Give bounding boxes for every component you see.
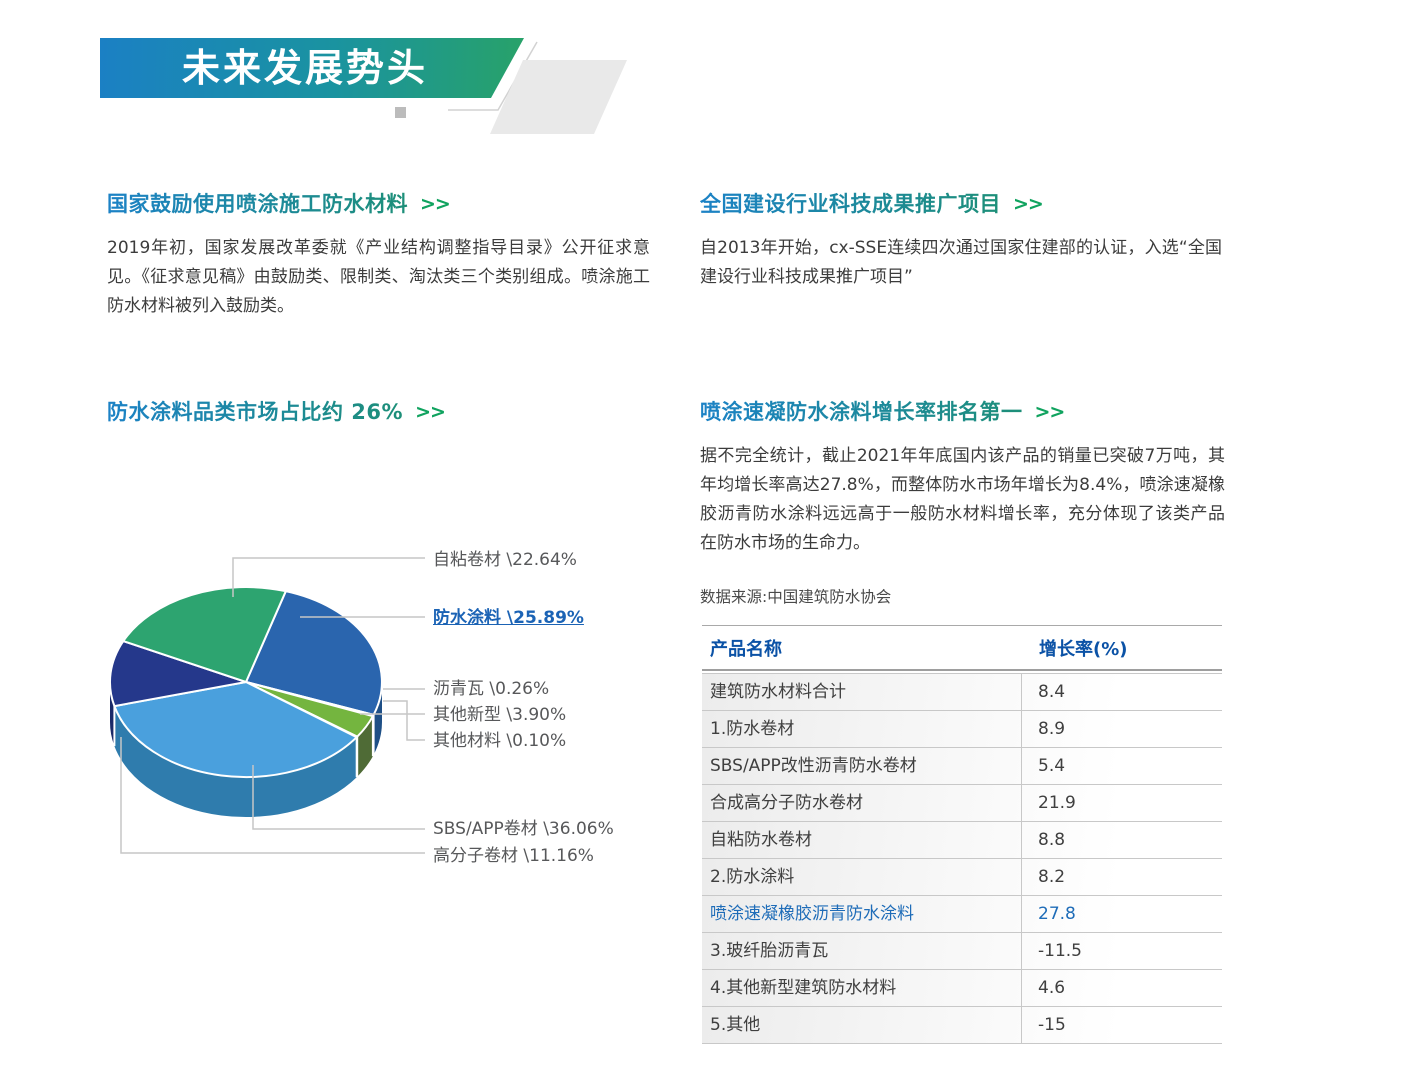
- section-growth-rank: 喷涂速凝防水涂料增长率排名第一 >> 据不完全统计，截止2021年年底国内该产品的…: [700, 396, 1225, 558]
- section-growth-rank-body: 据不完全统计，截止2021年年底国内该产品的销量已突破7万吨，其年均增长率高达2…: [700, 446, 1225, 553]
- growth-value-cell: -15: [1038, 1015, 1066, 1035]
- growth-value-cell: 4.6: [1038, 978, 1066, 998]
- pie-label: 高分子卷材 \11.16%: [433, 846, 594, 866]
- table-row: 自粘防水卷材 8.8: [702, 822, 1222, 859]
- table-row: 3.玻纤胎沥青瓦 -11.5: [702, 933, 1222, 970]
- section-growth-rank-title: 喷涂速凝防水涂料增长率排名第一: [700, 396, 1023, 426]
- pie-label-highlight: 防水涂料 \25.89%: [433, 608, 584, 628]
- table-row: 建筑防水材料合计 8.4: [702, 674, 1222, 711]
- table-row: SBS/APP改性沥青防水卷材 5.4: [702, 748, 1222, 785]
- table-row: 4.其他新型建筑防水材料 4.6: [702, 970, 1222, 1007]
- section-policy: 国家鼓励使用喷涂施工防水材料 >> 2019年初，国家发展改革委就《产业结构调整指…: [107, 188, 650, 321]
- growth-value-cell: 8.4: [1038, 682, 1066, 702]
- section-market-share-title: 防水涂料品类市场占比约 26%: [107, 396, 403, 426]
- growth-value-cell: -11.5: [1038, 941, 1082, 961]
- product-name-cell: SBS/APP改性沥青防水卷材: [702, 748, 1022, 784]
- page-title: 未来发展势头: [181, 46, 428, 90]
- pie-chart: [109, 557, 425, 854]
- growth-value-cell: 21.9: [1038, 793, 1076, 813]
- product-name-cell: 建筑防水材料合计: [702, 674, 1022, 710]
- product-name-cell: 3.玻纤胎沥青瓦: [702, 933, 1022, 969]
- page-title-banner: 未来发展势头: [100, 38, 524, 98]
- pie-chart-area: 防水涂料 \25.89% 沥青瓦 \0.26% 其他新型 \3.90% 其他材料 \0…: [80, 540, 700, 884]
- growth-value-cell: 8.2: [1038, 867, 1066, 887]
- product-name-cell: 合成高分子防水卷材: [702, 785, 1022, 821]
- pie-label: SBS/APP卷材 \36.06%: [433, 819, 614, 839]
- section-market-share: 防水涂料品类市场占比约 26% >>: [107, 396, 667, 426]
- banner-accent-square: [395, 107, 406, 118]
- double-arrow-icon: >>: [1013, 193, 1044, 215]
- double-arrow-icon: >>: [1034, 401, 1066, 423]
- growth-table-body: 建筑防水材料合计 8.4 1.防水卷材 8.9 SBS/APP改性沥青防水卷材 5.4 合成…: [702, 673, 1222, 1044]
- growth-value-cell: 27.8: [1038, 904, 1076, 924]
- table-header-row: 产品名称 增长率(%): [702, 625, 1222, 671]
- section-certification: 全国建设行业科技成果推广项目 >> 自2013年开始，cx-SSE连续四次通过国家…: [700, 188, 1222, 292]
- data-source-note: 数据来源:中国建筑防水协会: [700, 588, 892, 606]
- growth-table: 产品名称 增长率(%) 建筑防水材料合计 8.4 1.防水卷材 8.9 SBS/APP改…: [702, 625, 1222, 1044]
- pie-label: 自粘卷材 \22.64%: [433, 550, 577, 570]
- section-policy-body: 2019年初，国家发展改革委就《产业结构调整指导目录》公开征求意见。《征求意见稿…: [107, 238, 650, 316]
- table-row: 合成高分子防水卷材 21.9: [702, 785, 1222, 822]
- pie-label: 其他材料 \0.10%: [433, 731, 567, 751]
- column-header-product: 产品名称: [710, 638, 782, 660]
- growth-value-cell: 8.9: [1038, 719, 1066, 739]
- pie-label: 沥青瓦 \0.26%: [433, 679, 550, 699]
- growth-value-cell: 8.8: [1038, 830, 1066, 850]
- section-policy-title: 国家鼓励使用喷涂施工防水材料: [107, 188, 408, 218]
- product-name-cell: 4.其他新型建筑防水材料: [702, 970, 1022, 1006]
- product-name-cell: 1.防水卷材: [702, 711, 1022, 747]
- product-name-cell: 5.其他: [702, 1007, 1022, 1043]
- double-arrow-icon: >>: [420, 193, 451, 215]
- column-header-growth: 增长率(%): [1039, 638, 1128, 660]
- table-row: 2.防水涂料 8.2: [702, 859, 1222, 896]
- pie-label: 其他新型 \3.90%: [433, 705, 567, 725]
- table-row: 1.防水卷材 8.9: [702, 711, 1222, 748]
- table-row: 喷涂速凝橡胶沥青防水涂料 27.8: [702, 896, 1222, 933]
- table-row: 5.其他 -15: [702, 1007, 1222, 1044]
- product-name-cell: 2.防水涂料: [702, 859, 1022, 895]
- section-certification-body: 自2013年开始，cx-SSE连续四次通过国家住建部的认证，入选“全国建设行业科…: [700, 238, 1222, 287]
- product-name-cell: 自粘防水卷材: [702, 822, 1022, 858]
- double-arrow-icon: >>: [415, 401, 446, 423]
- growth-value-cell: 5.4: [1038, 756, 1066, 776]
- product-name-cell: 喷涂速凝橡胶沥青防水涂料: [702, 896, 1022, 932]
- section-certification-title: 全国建设行业科技成果推广项目: [700, 188, 1001, 218]
